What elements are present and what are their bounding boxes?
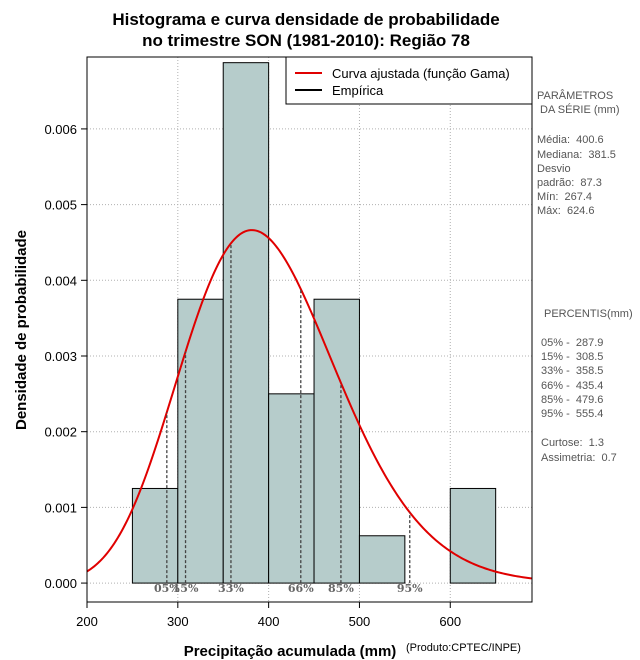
histogram-bar	[222, 62, 270, 584]
param-mean: Média: 400.6	[537, 134, 604, 146]
x-tick-label: 500	[349, 614, 371, 629]
chart-title-line2: no trimestre SON (1981-2010): Região 78	[142, 31, 470, 50]
skewness: Assimetria: 0.7	[541, 452, 617, 464]
percentile-label: 85%	[328, 582, 354, 595]
percentile-label: 95%	[397, 582, 423, 595]
percentile-label: 05%	[154, 582, 180, 595]
percentile-line-66: 66% - 435.4	[541, 380, 603, 392]
x-tick-label: 600	[439, 614, 461, 629]
x-tick-label: 200	[76, 614, 98, 629]
kurtosis: Curtose: 1.3	[541, 437, 604, 449]
y-axis-title: Densidade de probabilidade	[13, 230, 30, 430]
y-tick-label: 0.002	[44, 425, 77, 440]
percentiles-heading: PERCENTIS(mm)	[544, 308, 633, 320]
histogram-bar	[313, 298, 360, 584]
param-max: Máx: 624.6	[537, 205, 594, 217]
series-parameters-panel: PARÂMETROS DA SÉRIE (mm) Média: 400.6 Me…	[537, 89, 620, 217]
percentile-markers: 05%15% 33% 66% 85% 95%	[154, 243, 423, 595]
chart-title-line1: Histograma e curva densidade de probabil…	[112, 10, 499, 29]
percentiles-panel: PERCENTIS(mm) 05% - 287.9 15% - 308.5 33…	[541, 308, 633, 464]
y-tick-label: 0.006	[44, 122, 77, 137]
y-tick-label: 0.000	[44, 576, 77, 591]
legend-label-empirical: Empírica	[332, 83, 384, 98]
param-std-label: Desvio	[537, 163, 571, 175]
histogram-bar	[131, 487, 179, 584]
percentile-line-15: 15% - 308.5	[541, 351, 603, 363]
legend: Curva ajustada (função Gama) Empírica	[285, 56, 533, 105]
y-tick-label: 0.001	[44, 500, 77, 515]
percentile-label: 33%	[218, 582, 244, 595]
x-tick-label: 400	[258, 614, 280, 629]
parameters-heading-2: DA SÉRIE (mm)	[537, 103, 620, 116]
param-min: Mín: 267.4	[537, 191, 592, 203]
y-tick-label: 0.004	[44, 273, 77, 288]
histogram-bars	[131, 62, 497, 584]
x-axis-title: Precipitação acumulada (mm)	[184, 643, 397, 660]
product-credit: (Produto:CPTEC/INPE)	[406, 642, 521, 654]
percentile-line-85: 85% - 479.6	[541, 394, 603, 406]
histogram-bar	[268, 393, 315, 584]
y-tick-label: 0.005	[44, 198, 77, 213]
fitted-curve-layer	[86, 229, 533, 580]
axes: 200 300 400 500 600 0.000 0.001 0.002 0.003 0.004…	[44, 122, 461, 629]
histogram-bar	[358, 535, 406, 584]
param-median: Mediana: 381.5	[537, 149, 616, 161]
parameters-heading-1: PARÂMETROS	[537, 89, 613, 102]
percentile-line-33: 33% - 358.5	[541, 365, 603, 377]
percentile-label: 15%	[173, 582, 199, 595]
histogram-bar	[449, 487, 497, 584]
x-tick-label: 300	[167, 614, 189, 629]
legend-label-fitted: Curva ajustada (função Gama)	[332, 66, 510, 81]
percentile-line-05: 05% - 287.9	[541, 337, 603, 349]
y-tick-label: 0.003	[44, 349, 77, 364]
param-std-value: padrão: 87.3	[537, 177, 602, 189]
fitted-gamma-curve	[86, 229, 533, 580]
histogram-bar	[177, 298, 224, 584]
legend-box	[285, 56, 533, 105]
percentile-line-95: 95% - 555.4	[541, 408, 603, 420]
percentile-label: 66%	[288, 582, 314, 595]
